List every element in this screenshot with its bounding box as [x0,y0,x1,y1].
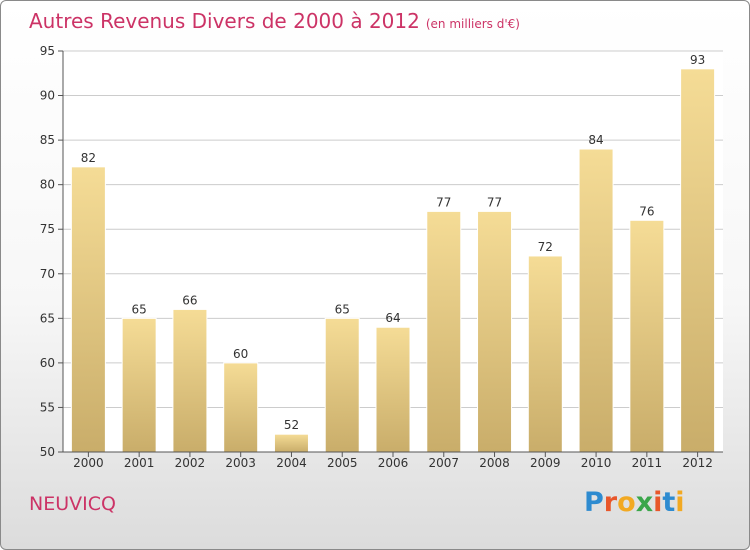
y-tick-label: 50 [40,445,55,459]
y-tick-label: 60 [40,356,55,370]
axes: 50 55 60 65 70 75 80 85 90 95 2000 2001 2002 2003 2004… [40,44,723,470]
bar-2005 [324,317,360,453]
data-label: 76 [639,204,654,218]
data-label: 77 [487,195,502,209]
chart-subtitle: (en milliers d'€) [425,17,520,31]
data-label: 65 [335,302,350,316]
y-tick-label: 95 [40,44,55,58]
data-label: 72 [538,240,553,254]
x-tick-label: 2011 [632,456,663,470]
data-label: 82 [81,151,96,165]
bar-2002 [172,308,208,453]
logo-letter: t [662,487,676,518]
chart-title-text: Autres Revenus Divers de 2000 à 2012 [29,9,420,33]
bar-2008 [477,210,513,453]
data-label: 60 [233,347,248,361]
logo-letter: x [635,487,654,518]
data-label: 93 [690,53,705,67]
proxiti-logo: Proxiti [584,487,685,518]
x-tick-label: 2007 [428,456,459,470]
logo-letter: i [675,487,685,518]
bar-2006 [375,326,411,453]
bar-2003 [223,362,259,453]
data-label: 52 [284,418,299,432]
y-tick-label: 80 [40,178,55,192]
x-tick-label: 2004 [276,456,307,470]
x-tick-label: 2008 [479,456,510,470]
y-tick-label: 65 [40,311,55,325]
x-tick-label: 2010 [581,456,612,470]
commune-name: NEUVICQ [29,493,116,515]
bar-2001 [121,317,157,453]
logo-letter: P [584,487,604,518]
bar-2004 [273,433,309,453]
bar-2011 [629,219,665,453]
bars: 82 65 66 60 52 65 64 77 77 72 84 76 93 [70,53,716,453]
data-label: 65 [132,302,147,316]
logo-letter: r [603,487,618,518]
data-label: 77 [436,195,451,209]
y-tick-label: 90 [40,89,55,103]
logo-letter: o [617,487,636,518]
bar-2009 [527,255,563,453]
bar-2012 [680,68,716,453]
logo-letter: i [653,487,663,518]
data-label: 66 [182,293,197,307]
bar-2007 [426,210,462,453]
y-tick-label: 70 [40,267,55,281]
x-tick-label: 2000 [73,456,104,470]
x-tick-label: 2002 [175,456,206,470]
bar-2000 [70,166,106,453]
x-tick-label: 2009 [530,456,561,470]
data-label: 84 [588,133,603,147]
y-tick-label: 55 [40,400,55,414]
x-tick-label: 2012 [682,456,713,470]
y-tick-label: 85 [40,133,55,147]
chart-title: Autres Revenus Divers de 2000 à 2012 (en … [29,9,520,33]
bar-2010 [578,148,614,453]
x-tick-label: 2005 [327,456,358,470]
y-tick-label: 75 [40,222,55,236]
x-tick-label: 2006 [378,456,409,470]
x-tick-label: 2003 [225,456,256,470]
data-label: 64 [385,311,400,325]
x-tick-label: 2001 [124,456,155,470]
